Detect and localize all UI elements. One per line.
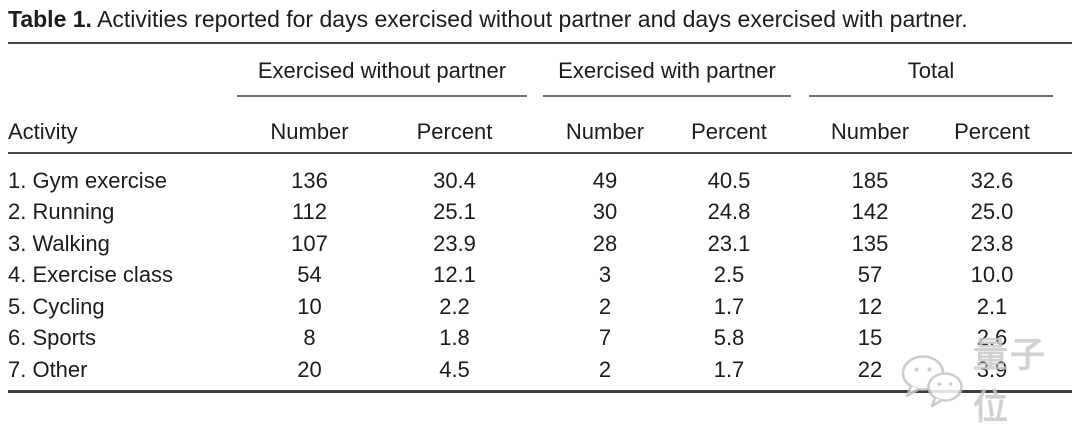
table-caption: Table 1. Activities reported for days ex… [8, 5, 968, 33]
column-header-percent-1: Percent [416, 119, 493, 144]
table-cell: 2.5 [713, 262, 745, 288]
table-cell: 23.1 [707, 230, 751, 256]
table-caption-text: Activities reported for days exercised w… [97, 6, 968, 32]
table-cell: 1.7 [713, 356, 745, 382]
table-row-activity: 7. Other [8, 356, 88, 382]
table-cell: 2 [598, 293, 612, 319]
table-row-activity: 2. Running [8, 199, 115, 225]
table-cell: 32.6 [970, 167, 1014, 193]
table-cell: 30 [592, 199, 618, 225]
table-cell: 5.8 [713, 325, 745, 351]
table-cell: 8 [303, 325, 316, 351]
table-cell: 4.5 [439, 356, 470, 382]
table-cell: 2.1 [976, 293, 1008, 319]
rule-header-separator [8, 152, 1072, 154]
column-header-activity: Activity [8, 119, 78, 144]
group-header-total: Total [809, 50, 1053, 97]
table-cell: 40.5 [707, 167, 751, 193]
rule-top [8, 42, 1072, 44]
table-cell: 2.2 [439, 293, 470, 319]
table-row-activity: 6. Sports [8, 325, 97, 351]
table-cell: 3 [598, 262, 612, 288]
table-cell: 10.0 [970, 262, 1014, 288]
table-cell: 15 [857, 325, 883, 351]
table-cell: 136 [291, 167, 328, 193]
table-cell: 142 [851, 199, 889, 225]
table-cell: 10 [297, 293, 322, 319]
table-row-activity: 4. Exercise class [8, 262, 174, 288]
column-header-number-1: Number [270, 119, 349, 144]
table-cell: 3.9 [976, 356, 1008, 382]
table-cell: 23.8 [970, 230, 1014, 256]
table-cell: 107 [291, 230, 328, 256]
table-cell: 22 [857, 356, 883, 382]
table-cell: 54 [297, 262, 322, 288]
column-header-number-2: Number [565, 119, 645, 144]
table-cell: 2.6 [976, 325, 1008, 351]
group-header-with-partner: Exercised with partner [543, 50, 791, 97]
table-row-activity: 1. Gym exercise [8, 167, 167, 193]
table-body: 1. Gym exercise 136 30.4 49 40.5 185 32.… [8, 165, 1072, 386]
table-cell: 1.8 [439, 325, 470, 351]
column-header-number-3: Number [830, 119, 910, 144]
table-cell: 112 [291, 199, 328, 225]
table-cell: 12 [857, 293, 883, 319]
paper-table-page: { "title": { "label": "Table 1.", "text"… [8, 5, 1072, 427]
table-cell: 185 [851, 167, 889, 193]
column-header-percent-3: Percent [954, 119, 1030, 144]
group-header-without-partner: Exercised without partner [237, 50, 527, 97]
table-cell: 49 [592, 167, 618, 193]
table-header: Exercised without partner Exercised with… [8, 50, 1072, 152]
table-cell: 28 [592, 230, 618, 256]
table-cell: 57 [857, 262, 883, 288]
table-row-activity: 5. Cycling [8, 293, 105, 319]
column-header-percent-2: Percent [691, 119, 767, 144]
table-cell: 1.7 [713, 293, 745, 319]
table-cell: 135 [851, 230, 889, 256]
table-cell: 24.8 [707, 199, 751, 225]
table-caption-label: Table 1. [8, 6, 92, 32]
table-cell: 25.0 [970, 199, 1014, 225]
table-cell: 30.4 [433, 167, 476, 193]
rule-bottom [8, 390, 1072, 393]
table-row-activity: 3. Walking [8, 230, 110, 256]
table-cell: 12.1 [433, 262, 476, 288]
table-cell: 20 [297, 356, 322, 382]
table-cell: 7 [598, 325, 612, 351]
table-cell: 23.9 [433, 230, 476, 256]
table-cell: 2 [598, 356, 612, 382]
table-cell: 25.1 [433, 199, 476, 225]
